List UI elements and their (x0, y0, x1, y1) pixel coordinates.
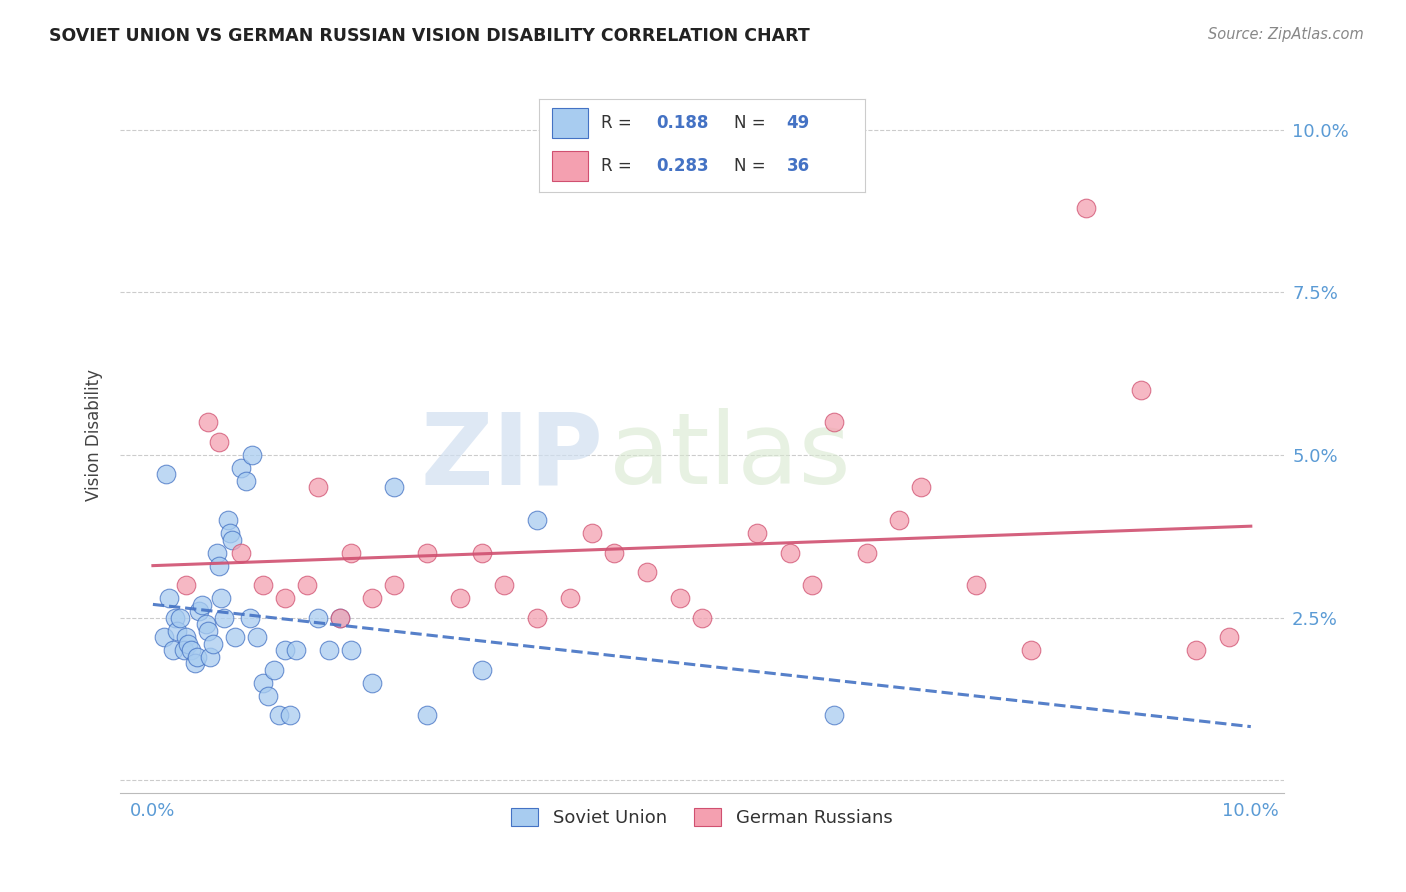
Point (191, 598, 214, 612)
Point (153, 630, 176, 644)
Point (163, 610, 186, 624)
Point (307, 610, 329, 624)
Point (273, 591, 295, 606)
Point (1218, 630, 1240, 644)
Point (155, 467, 177, 482)
Point (229, 461, 252, 475)
Point (1185, 643, 1208, 657)
Point (162, 643, 184, 657)
Point (361, 591, 384, 606)
Point (202, 637, 225, 651)
Point (307, 480, 329, 494)
Legend: Soviet Union, German Russians: Soviet Union, German Russians (505, 801, 900, 834)
Text: SOVIET UNION VS GERMAN RUSSIAN VISION DISABILITY CORRELATION CHART: SOVIET UNION VS GERMAN RUSSIAN VISION DI… (49, 27, 810, 45)
Point (855, 545, 877, 559)
Point (526, 513, 548, 527)
Point (174, 630, 197, 644)
Point (910, 480, 932, 494)
Point (339, 545, 361, 559)
Point (214, 610, 236, 624)
Point (328, 610, 350, 624)
Point (669, 591, 692, 606)
Point (166, 624, 188, 638)
Point (157, 591, 180, 606)
Point (257, 689, 280, 703)
Point (449, 591, 471, 606)
Point (1019, 643, 1042, 657)
Point (526, 610, 548, 624)
Point (208, 434, 231, 449)
Point (238, 610, 260, 624)
Point (273, 643, 295, 657)
Point (197, 416, 219, 430)
Text: ZIP: ZIP (420, 409, 603, 506)
Point (384, 480, 406, 494)
Point (183, 656, 205, 670)
Point (173, 643, 195, 657)
Point (269, 708, 291, 723)
Point (194, 617, 217, 632)
Point (471, 663, 494, 677)
Text: Source: ZipAtlas.com: Source: ZipAtlas.com (1208, 27, 1364, 42)
Point (339, 643, 361, 657)
Point (197, 624, 219, 638)
Point (252, 578, 274, 592)
Point (800, 578, 823, 592)
Point (284, 643, 307, 657)
Point (328, 610, 350, 624)
Point (209, 591, 232, 606)
Point (169, 610, 191, 624)
Point (823, 416, 845, 430)
Point (416, 708, 439, 723)
Point (246, 630, 269, 644)
Point (177, 637, 200, 651)
Point (965, 578, 987, 592)
Point (636, 565, 658, 579)
Point (558, 591, 581, 606)
Point (221, 533, 243, 547)
Point (186, 649, 208, 664)
Text: atlas: atlas (609, 409, 851, 506)
Point (180, 643, 202, 657)
Point (174, 578, 197, 592)
Y-axis label: Vision Disability: Vision Disability (86, 369, 103, 501)
Point (208, 558, 231, 573)
Point (235, 474, 257, 488)
Point (295, 578, 318, 592)
Point (384, 578, 406, 592)
Point (240, 448, 263, 462)
Point (690, 610, 713, 624)
Point (603, 545, 626, 559)
Point (745, 526, 768, 541)
Point (416, 545, 439, 559)
Point (278, 708, 301, 723)
Point (217, 513, 239, 527)
Point (1074, 201, 1097, 215)
Point (889, 513, 911, 527)
Point (263, 663, 285, 677)
Point (198, 649, 221, 664)
Point (823, 708, 845, 723)
Point (471, 545, 494, 559)
Point (229, 545, 252, 559)
Point (318, 643, 340, 657)
Point (361, 675, 384, 690)
Point (224, 630, 246, 644)
Point (494, 578, 516, 592)
Point (205, 545, 228, 559)
Point (252, 675, 274, 690)
Point (581, 526, 603, 541)
Point (1130, 383, 1153, 397)
Point (218, 526, 240, 541)
Point (779, 545, 801, 559)
Point (188, 604, 211, 618)
